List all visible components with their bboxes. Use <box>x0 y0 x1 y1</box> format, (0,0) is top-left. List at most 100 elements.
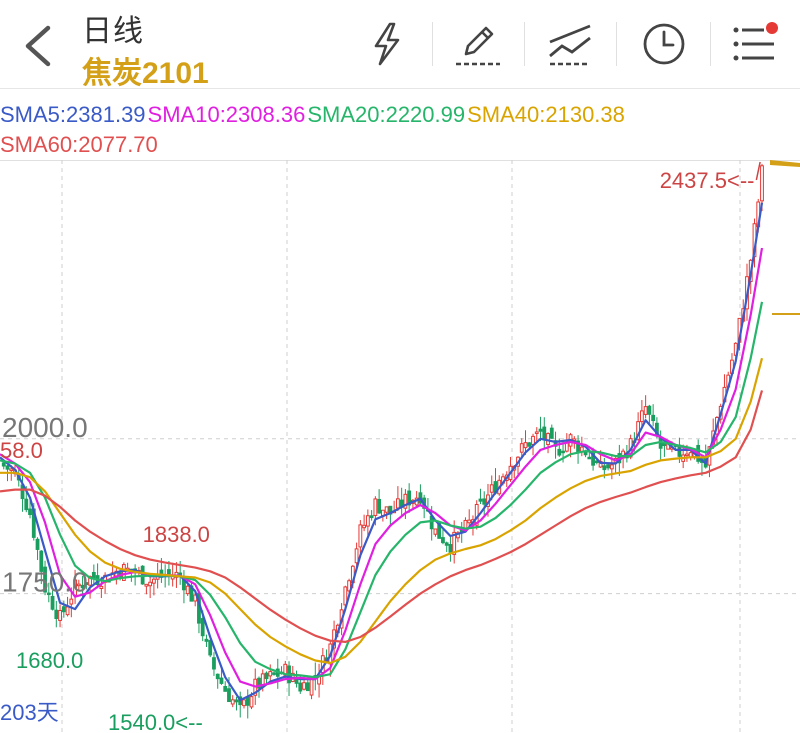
candle-body <box>298 682 303 692</box>
toolbar-divider <box>432 22 433 66</box>
candle-body <box>88 576 92 586</box>
candle-body <box>249 696 254 708</box>
candle-body <box>362 524 367 529</box>
candle-body <box>5 465 10 470</box>
chevron-left-icon <box>25 25 51 67</box>
notification-dot <box>766 22 778 34</box>
sma-legend: SMA5:2381.39SMA10:2308.36SMA20:2220.99SM… <box>0 100 627 160</box>
candle-body <box>58 610 62 621</box>
candle-body <box>65 606 70 616</box>
legend-sma20: SMA20:2220.99 <box>307 102 466 127</box>
price-chart[interactable]: 2000.0 1750.0 2437.5<-- 1838.0 58.0 1680.0 154… <box>0 160 800 733</box>
lightning-button[interactable] <box>360 18 412 70</box>
legend-sma60: SMA60:2077.70 <box>0 132 158 157</box>
candle-body <box>208 640 213 656</box>
candle-body <box>534 431 539 434</box>
candle-body <box>489 484 494 493</box>
candle-body <box>602 465 607 471</box>
candle-body <box>651 414 656 422</box>
candle-body <box>523 442 528 449</box>
candle-body <box>264 672 269 680</box>
candle-body <box>433 528 438 535</box>
candle-body <box>227 688 231 703</box>
lightning-icon <box>374 22 400 66</box>
candle-body <box>441 537 445 544</box>
candle-body <box>167 569 171 575</box>
legend-sma40: SMA40:2130.38 <box>467 102 625 127</box>
candle-body <box>39 550 44 572</box>
candle-body <box>28 508 32 515</box>
local-high-label: 1838.0 <box>143 522 210 547</box>
high-pointer <box>755 161 761 181</box>
back-button[interactable] <box>18 22 58 70</box>
sma-line-sma20 <box>0 301 764 679</box>
draw-button[interactable] <box>452 18 504 70</box>
toolbar-divider <box>710 22 711 66</box>
menu-button[interactable] <box>728 18 780 70</box>
candle-body <box>24 498 29 511</box>
candle-body <box>54 609 59 620</box>
candle-body <box>587 456 592 460</box>
candle-body <box>395 498 400 509</box>
candle-body <box>639 410 644 423</box>
candle-body <box>257 677 261 689</box>
candle-body <box>76 583 81 587</box>
candle-body <box>542 426 547 440</box>
y-tick-label: 1750.0 <box>2 567 88 598</box>
candle-body <box>369 515 374 519</box>
candle-body <box>519 443 524 453</box>
period-label: 日线 <box>82 15 144 48</box>
low-left-label: 1680.0 <box>16 648 83 673</box>
sma-line-sma10 <box>0 247 764 688</box>
legend-sma5: SMA5:2381.39 <box>0 102 146 127</box>
candle-body <box>99 585 104 589</box>
candle-body <box>407 490 412 506</box>
candle-body <box>358 524 363 548</box>
candle-body <box>204 638 209 642</box>
candle-body <box>80 584 85 589</box>
candle-body <box>572 438 577 441</box>
time-button[interactable] <box>638 18 690 70</box>
candle-body <box>212 657 216 670</box>
candle-body <box>760 165 764 202</box>
candle-body <box>448 544 453 553</box>
candle-body <box>463 519 468 529</box>
candle-body <box>185 585 190 595</box>
draw-pencil-icon <box>456 26 500 66</box>
toolbar-divider <box>616 22 617 66</box>
candle-body <box>35 538 40 550</box>
candle-body <box>121 564 126 581</box>
candle-body <box>272 672 276 675</box>
candle-body <box>200 618 205 637</box>
candle-body <box>230 699 235 705</box>
candle-body <box>373 498 378 516</box>
instrument-title: 焦炭2101 <box>82 57 209 90</box>
candle-body <box>268 671 273 677</box>
candle-body <box>478 498 483 502</box>
y-tick-label: 2000.0 <box>2 412 88 443</box>
candle-body <box>61 606 66 613</box>
candle-body <box>69 598 74 605</box>
current-price-marker <box>770 160 800 167</box>
candle-body <box>84 582 89 586</box>
candle-body <box>365 515 370 527</box>
sma-line-sma40 <box>0 357 764 665</box>
candle-body <box>685 453 689 457</box>
menu-icon <box>733 22 778 61</box>
candle-body <box>46 592 51 596</box>
candle-body <box>1 462 6 467</box>
candle-body <box>384 506 389 513</box>
low-price-label: 1540.0<-- <box>108 710 203 733</box>
candle-body <box>647 405 652 415</box>
candle-body <box>354 548 359 564</box>
trend-lines-button[interactable] <box>544 18 596 70</box>
toolbar-divider <box>524 22 525 66</box>
candle-body <box>452 531 457 555</box>
sma-line-sma60 <box>0 390 764 643</box>
candle-body <box>377 498 382 514</box>
candle-body <box>347 580 351 592</box>
candle-body <box>305 682 310 692</box>
candle-body <box>245 696 250 706</box>
candle-body <box>50 595 55 610</box>
candle-body <box>302 682 306 690</box>
